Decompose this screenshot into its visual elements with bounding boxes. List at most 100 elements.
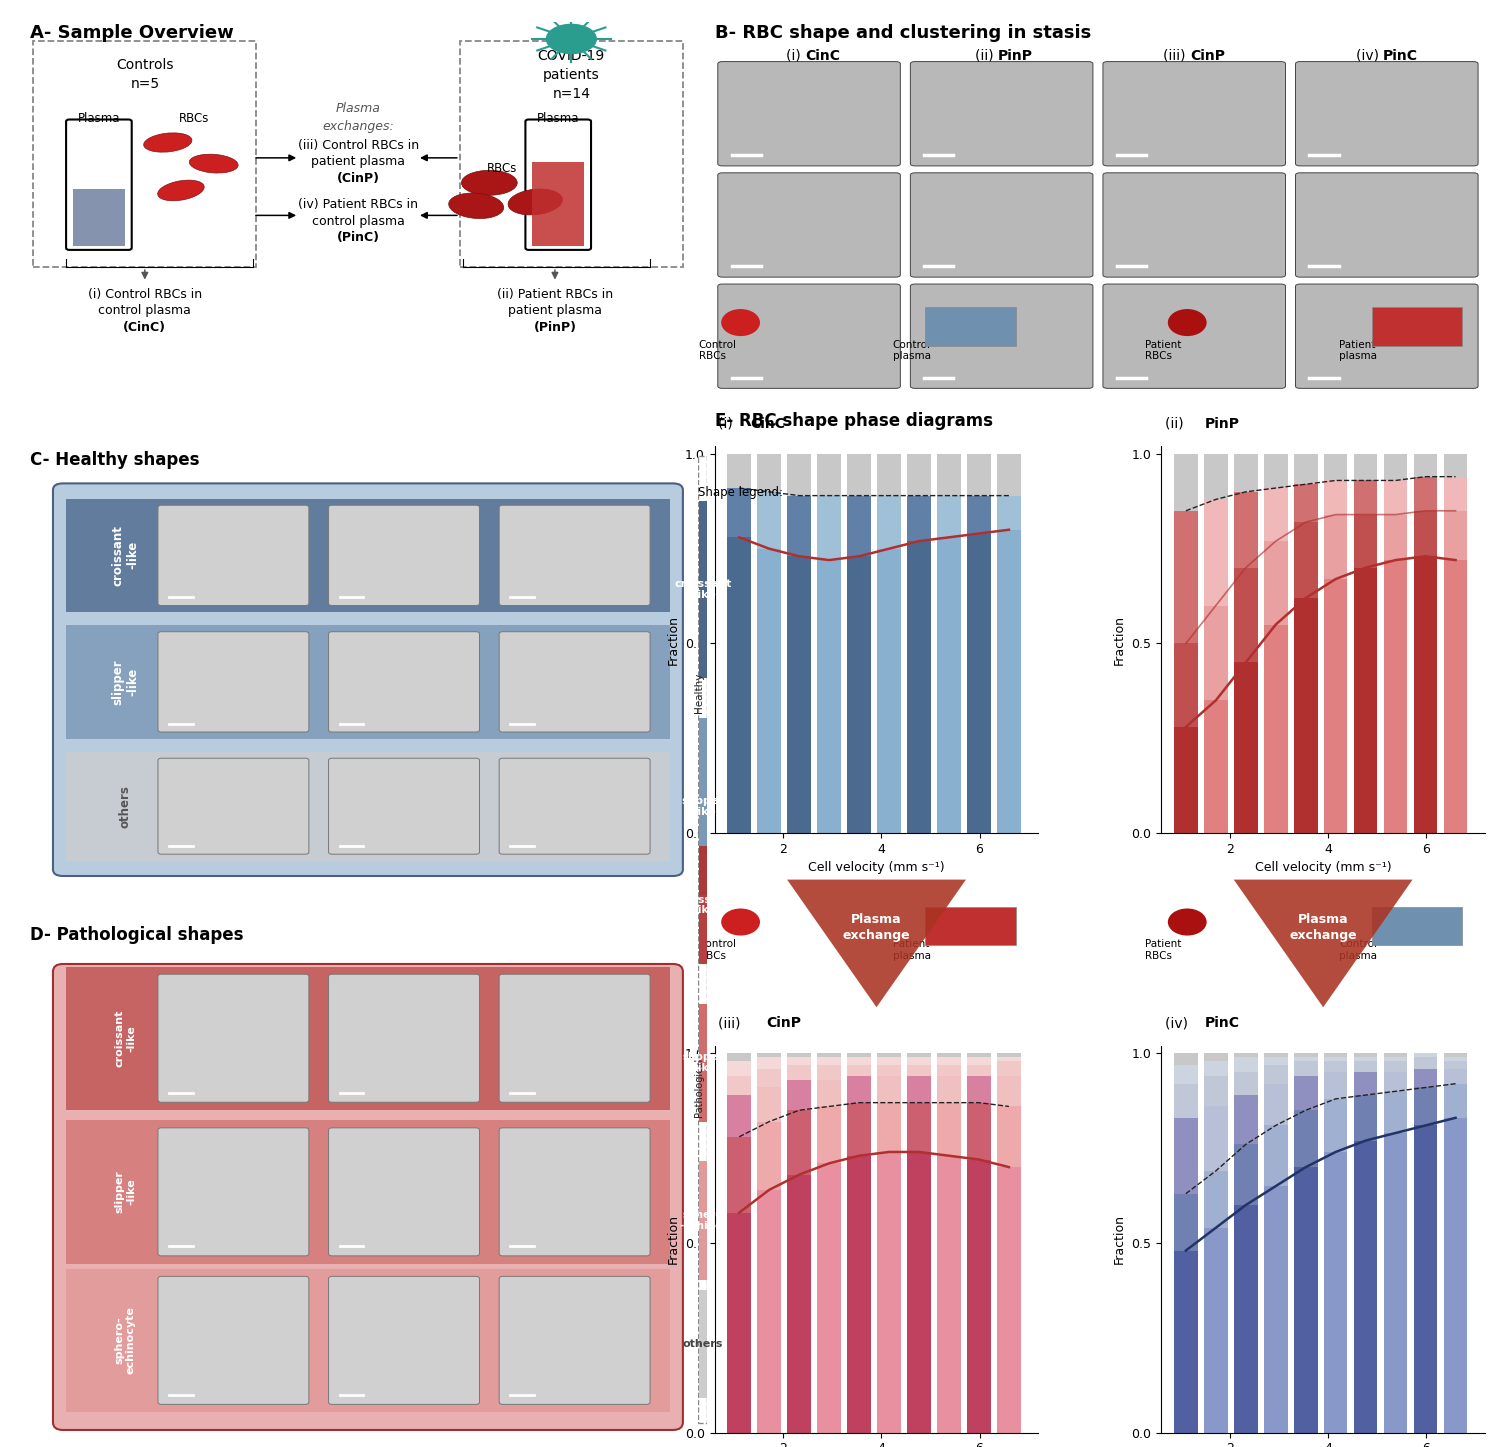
- Bar: [758, 1053, 782, 1058]
- Bar: [1324, 579, 1347, 833]
- Bar: [1294, 598, 1317, 833]
- Bar: [818, 560, 842, 833]
- Bar: [998, 1058, 1020, 1061]
- Text: (CinP): (CinP): [336, 172, 380, 185]
- FancyBboxPatch shape: [910, 284, 1094, 388]
- Bar: [758, 1068, 782, 1088]
- Bar: [1354, 1072, 1377, 1095]
- FancyBboxPatch shape: [328, 1127, 480, 1256]
- Bar: [788, 496, 812, 556]
- Bar: [1174, 511, 1197, 644]
- Bar: [998, 454, 1020, 496]
- Bar: [1324, 1098, 1347, 1152]
- Text: CinC: CinC: [806, 49, 840, 62]
- Bar: [1174, 1084, 1197, 1119]
- Bar: [1444, 1053, 1467, 1058]
- FancyBboxPatch shape: [72, 188, 124, 246]
- Bar: [938, 1103, 962, 1156]
- Text: slipper
-like: slipper -like: [682, 1052, 723, 1074]
- Text: Plasma: Plasma: [78, 111, 120, 124]
- FancyBboxPatch shape: [926, 307, 1016, 346]
- FancyBboxPatch shape: [33, 41, 256, 268]
- Bar: [878, 1053, 902, 1058]
- Bar: [1264, 625, 1287, 833]
- Polygon shape: [1234, 880, 1413, 1007]
- Bar: [788, 1110, 812, 1175]
- Text: (iii): (iii): [1164, 49, 1191, 62]
- Bar: [998, 530, 1020, 833]
- Bar: [968, 1065, 990, 1077]
- Text: slipper
-like: slipper -like: [114, 1171, 136, 1213]
- Y-axis label: Fraction: Fraction: [1113, 1214, 1126, 1265]
- Bar: [1234, 1205, 1257, 1433]
- Bar: [1384, 1053, 1407, 1058]
- Bar: [998, 1168, 1020, 1433]
- Bar: [1204, 1107, 1227, 1171]
- Ellipse shape: [462, 171, 518, 195]
- Bar: [1264, 454, 1287, 488]
- Bar: [1414, 1053, 1437, 1058]
- Bar: [908, 1152, 932, 1433]
- Text: PinC: PinC: [1383, 49, 1417, 62]
- Bar: [818, 1079, 842, 1107]
- Bar: [998, 1107, 1020, 1168]
- FancyBboxPatch shape: [66, 499, 670, 612]
- Bar: [998, 1077, 1020, 1107]
- Bar: [1444, 476, 1467, 511]
- FancyBboxPatch shape: [66, 751, 670, 861]
- FancyBboxPatch shape: [66, 625, 670, 738]
- Text: Patient
RBCs: Patient RBCs: [1144, 939, 1182, 961]
- Bar: [788, 454, 812, 496]
- Bar: [1324, 1053, 1347, 1058]
- Bar: [1264, 1126, 1287, 1187]
- Bar: [818, 1163, 842, 1433]
- Text: Plasma
exchange: Plasma exchange: [843, 913, 910, 942]
- Bar: [938, 454, 962, 496]
- Text: (iii) Control RBCs in: (iii) Control RBCs in: [297, 139, 418, 152]
- FancyBboxPatch shape: [926, 907, 1016, 945]
- Bar: [1414, 556, 1437, 833]
- Bar: [847, 1103, 871, 1156]
- Bar: [1324, 454, 1347, 480]
- Bar: [998, 1061, 1020, 1077]
- Text: Patient
plasma: Patient plasma: [1340, 340, 1377, 362]
- Bar: [1174, 1053, 1197, 1065]
- Text: control plasma: control plasma: [312, 214, 405, 227]
- Bar: [938, 1065, 962, 1077]
- Ellipse shape: [189, 155, 238, 174]
- Text: patients: patients: [543, 68, 600, 81]
- Bar: [1234, 1072, 1257, 1095]
- Text: A- Sample Overview: A- Sample Overview: [30, 23, 234, 42]
- FancyBboxPatch shape: [910, 62, 1094, 166]
- Bar: [1414, 511, 1437, 556]
- Bar: [728, 454, 752, 488]
- Bar: [1354, 1095, 1377, 1140]
- Bar: [1264, 1065, 1287, 1084]
- Bar: [878, 1077, 902, 1103]
- Bar: [788, 1053, 812, 1058]
- Bar: [1294, 454, 1317, 485]
- Text: Control
RBCs: Control RBCs: [699, 340, 736, 362]
- Bar: [1234, 492, 1257, 567]
- Text: E- RBC shape phase diagrams: E- RBC shape phase diagrams: [714, 412, 993, 430]
- Bar: [788, 1079, 812, 1110]
- Ellipse shape: [1168, 909, 1206, 936]
- Bar: [1204, 454, 1227, 499]
- Bar: [1324, 515, 1347, 579]
- FancyBboxPatch shape: [66, 1120, 670, 1263]
- Text: CinP: CinP: [766, 1016, 801, 1030]
- Bar: [968, 1053, 990, 1058]
- FancyBboxPatch shape: [910, 172, 1094, 278]
- Text: (ii): (ii): [1164, 417, 1188, 431]
- Bar: [1384, 1072, 1407, 1091]
- Text: PinC: PinC: [1204, 1016, 1240, 1030]
- Text: (ii) Patient RBCs in: (ii) Patient RBCs in: [496, 288, 614, 301]
- Bar: [938, 1156, 962, 1433]
- FancyBboxPatch shape: [1102, 62, 1286, 166]
- Text: croissant
-like: croissant -like: [676, 894, 730, 916]
- Text: (i) Control RBCs in: (i) Control RBCs in: [88, 288, 202, 301]
- Bar: [998, 496, 1020, 530]
- Text: COVID-19: COVID-19: [537, 49, 604, 62]
- Text: B- RBC shape and clustering in stasis: B- RBC shape and clustering in stasis: [714, 23, 1090, 42]
- FancyBboxPatch shape: [328, 505, 480, 605]
